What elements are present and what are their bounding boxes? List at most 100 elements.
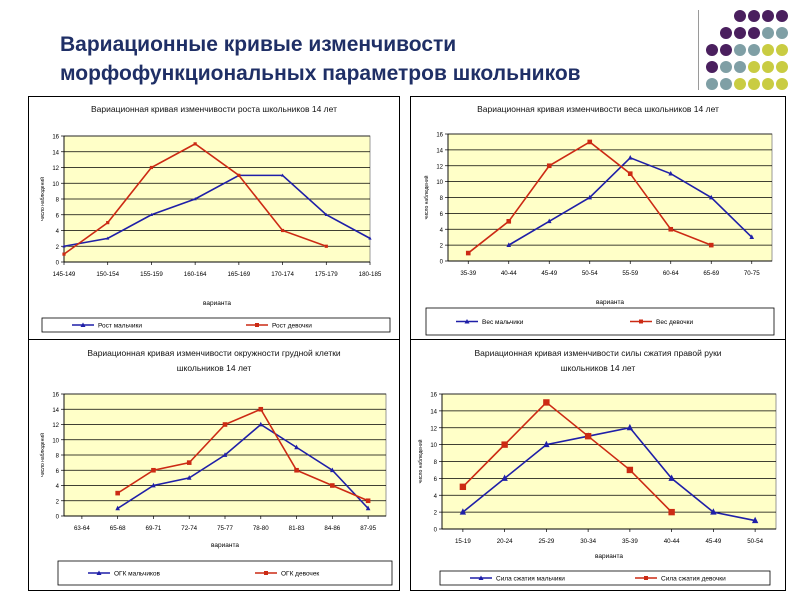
x-tick-label: 65-68 [110,525,126,532]
y-tick-label: 0 [56,261,60,267]
x-tick-label: 150-154 [96,271,119,278]
y-tick-label: 0 [440,260,444,266]
x-tick-label: 40-44 [664,538,680,545]
legend-marker [478,575,484,580]
chart-title: Вариационная кривая изменчивости окружно… [87,348,341,358]
y-tick-label: 14 [436,148,443,154]
data-point [501,441,508,448]
y-axis-label: число наблюдений [417,439,424,483]
legend-label: Вес мальчики [482,319,524,326]
decor-dot [762,61,774,73]
decor-divider [698,10,699,90]
data-point [668,170,674,176]
decor-dot [776,44,788,56]
x-tick-label: 40-44 [501,270,517,277]
data-point [584,432,592,440]
data-point [546,163,552,169]
y-tick-label: 14 [430,409,437,415]
data-point [237,173,241,177]
x-tick-label: 165-169 [227,271,250,278]
data-point [627,155,633,160]
decor-dot [748,78,760,90]
data-point [501,474,508,481]
x-tick-label: 45-49 [705,538,721,545]
series-line [63,174,371,248]
data-point [115,505,120,511]
data-point [294,444,299,450]
data-point [106,236,110,240]
data-point [222,452,228,457]
x-tick-label: 70-75 [744,270,760,277]
decor-dot [762,44,774,56]
data-point [587,139,593,145]
weight-chart: Вариационная кривая изменчивости веса шк… [410,96,786,340]
y-tick-label: 4 [56,229,60,235]
data-point [365,505,371,511]
x-tick-label: 69-71 [146,525,162,532]
series-line [117,423,369,510]
data-point [668,508,675,516]
data-point [626,466,634,474]
data-point [280,173,285,177]
data-point [708,194,714,200]
decor-dot [734,10,746,22]
y-tick-label: 16 [52,393,59,399]
data-point [749,234,755,240]
decor-dot [734,44,746,56]
y-tick-label: 10 [436,180,443,186]
x-tick-label: 170-174 [271,271,294,278]
data-point [324,244,328,248]
y-tick-label: 6 [56,213,60,219]
x-tick-label: 63-64 [74,525,90,532]
legend-marker [80,322,86,327]
data-point [368,236,372,240]
legend-marker [264,571,268,575]
decor-dot [706,44,718,56]
grip-strength-chart: Вариационная кривая изменчивости силы сж… [410,339,786,591]
data-point [294,467,299,473]
decor-dot [762,10,774,22]
legend-label: ОГК девочек [281,571,319,578]
x-tick-label: 55-59 [622,270,638,277]
decor-dot [720,61,732,73]
data-point [626,423,634,431]
legend-marker [644,576,648,580]
x-tick-label: 35-39 [460,270,476,277]
x-axis-label: варианта [596,299,624,306]
data-point [106,221,110,225]
legend-marker [255,323,259,327]
x-tick-label: 145-149 [53,271,76,278]
decor-dot [748,61,760,73]
y-tick-label: 8 [434,460,438,466]
legend-marker [96,570,102,575]
x-axis-label: варианта [595,553,623,560]
chart-title: Вариационная кривая изменчивости силы сж… [474,348,721,358]
data-point [193,197,197,201]
legend-label: Рост мальчики [98,323,142,330]
y-tick-label: 12 [52,423,59,429]
data-point [149,165,154,170]
x-tick-label: 50-54 [747,538,763,545]
decor-dot [748,27,760,39]
data-point [258,421,264,427]
data-point [193,142,197,146]
page-title: Вариационные кривые изменчивости морфофу… [60,30,660,88]
y-tick-label: 4 [440,228,444,234]
y-tick-label: 8 [56,198,60,204]
y-tick-label: 2 [56,245,60,251]
series-line [462,401,673,513]
data-point [324,212,328,217]
data-point [587,194,593,200]
data-point [62,244,66,248]
y-tick-label: 8 [440,196,444,202]
y-tick-label: 10 [52,182,59,188]
y-tick-label: 6 [56,469,60,475]
data-point [506,242,512,247]
y-tick-label: 16 [52,135,59,141]
x-tick-label: 65-69 [703,270,719,277]
x-tick-label: 60-64 [663,270,679,277]
y-tick-label: 12 [436,164,443,170]
data-point [330,467,335,473]
decor-dot [776,10,788,22]
data-point [151,467,156,473]
